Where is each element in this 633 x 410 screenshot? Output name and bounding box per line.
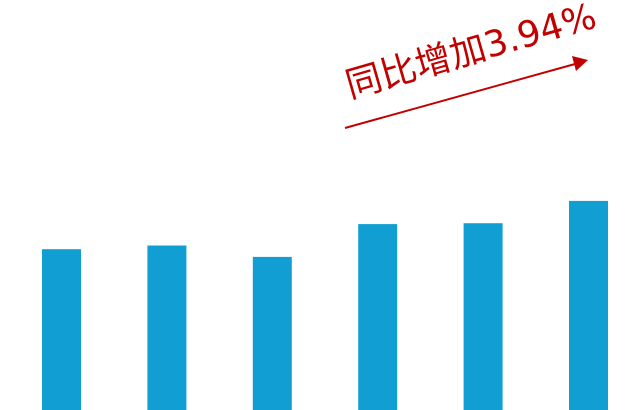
bar-6 xyxy=(569,200,608,410)
bar-5 xyxy=(463,223,503,410)
trend-arrowhead-icon xyxy=(572,56,588,71)
bar-1 xyxy=(42,249,81,410)
trend-annotation-label: 同比增加3.94% xyxy=(341,0,601,107)
bar-3 xyxy=(252,256,292,410)
trend-arrow-line xyxy=(344,63,576,129)
bars-group xyxy=(42,200,608,410)
bar-4 xyxy=(358,224,398,410)
trend-annotation: 同比增加3.94% xyxy=(341,0,601,129)
bar-2 xyxy=(147,245,187,410)
